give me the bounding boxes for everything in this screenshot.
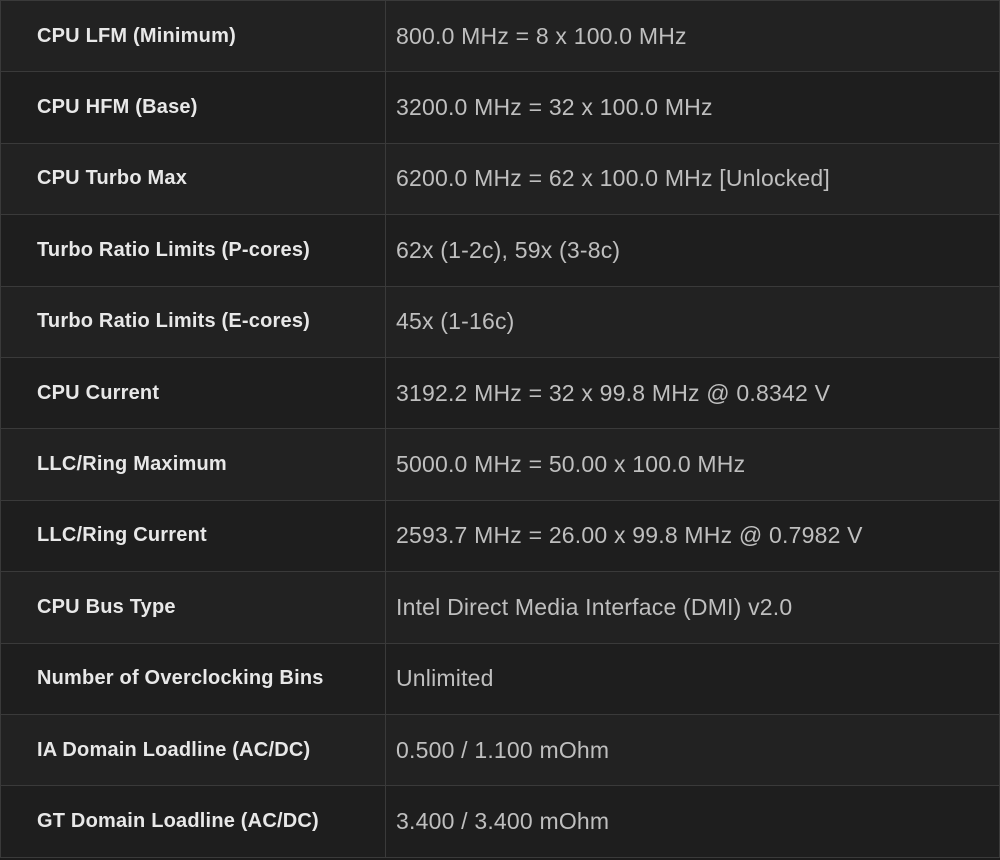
row-label: CPU LFM (Minimum) <box>37 25 236 47</box>
row-label: GT Domain Loadline (AC/DC) <box>37 810 319 832</box>
table-row: Turbo Ratio Limits (E-cores) 45x (1-16c) <box>1 286 1000 357</box>
table-row: Number of Overclocking Bins Unlimited <box>1 643 1000 714</box>
row-value: Unlimited <box>396 665 494 691</box>
table-row: IA Domain Loadline (AC/DC) 0.500 / 1.100… <box>1 714 1000 785</box>
row-value: 6200.0 MHz = 62 x 100.0 MHz [Unlocked] <box>396 165 830 191</box>
row-value: 5000.0 MHz = 50.00 x 100.0 MHz <box>396 451 745 477</box>
table-row: LLC/Ring Maximum 5000.0 MHz = 50.00 x 10… <box>1 429 1000 500</box>
row-value: Intel Direct Media Interface (DMI) v2.0 <box>396 594 792 620</box>
table-row: GT Domain Loadline (AC/DC) 3.400 / 3.400… <box>1 786 1000 857</box>
row-value: 3.400 / 3.400 mOhm <box>396 808 609 834</box>
row-label: CPU Turbo Max <box>37 167 187 189</box>
table-row: CPU LFM (Minimum) 800.0 MHz = 8 x 100.0 … <box>1 1 1000 72</box>
table-row: CPU Current 3192.2 MHz = 32 x 99.8 MHz @… <box>1 357 1000 428</box>
row-value: 45x (1-16c) <box>396 308 515 334</box>
row-label: IA Domain Loadline (AC/DC) <box>37 739 310 761</box>
table-row: Turbo Ratio Limits (P-cores) 62x (1-2c),… <box>1 215 1000 286</box>
row-label: LLC/Ring Current <box>37 524 207 546</box>
table-row: CPU HFM (Base) 3200.0 MHz = 32 x 100.0 M… <box>1 72 1000 143</box>
table-row: CPU Bus Type Intel Direct Media Interfac… <box>1 572 1000 643</box>
row-value: 2593.7 MHz = 26.00 x 99.8 MHz @ 0.7982 V <box>396 522 863 548</box>
cpu-info-table: CPU LFM (Minimum) 800.0 MHz = 8 x 100.0 … <box>0 0 1000 858</box>
row-value: 62x (1-2c), 59x (3-8c) <box>396 237 620 263</box>
row-label: Turbo Ratio Limits (E-cores) <box>37 310 310 332</box>
row-label: CPU HFM (Base) <box>37 96 198 118</box>
row-label: CPU Bus Type <box>37 596 176 618</box>
table-row: LLC/Ring Current 2593.7 MHz = 26.00 x 99… <box>1 500 1000 571</box>
table-row: CPU Turbo Max 6200.0 MHz = 62 x 100.0 MH… <box>1 143 1000 214</box>
row-label: CPU Current <box>37 382 159 404</box>
row-value: 3192.2 MHz = 32 x 99.8 MHz @ 0.8342 V <box>396 380 830 406</box>
row-label: Number of Overclocking Bins <box>37 667 324 689</box>
row-value: 0.500 / 1.100 mOhm <box>396 737 609 763</box>
row-value: 3200.0 MHz = 32 x 100.0 MHz <box>396 94 713 120</box>
row-value: 800.0 MHz = 8 x 100.0 MHz <box>396 23 687 49</box>
row-label: Turbo Ratio Limits (P-cores) <box>37 239 310 261</box>
row-label: LLC/Ring Maximum <box>37 453 227 475</box>
